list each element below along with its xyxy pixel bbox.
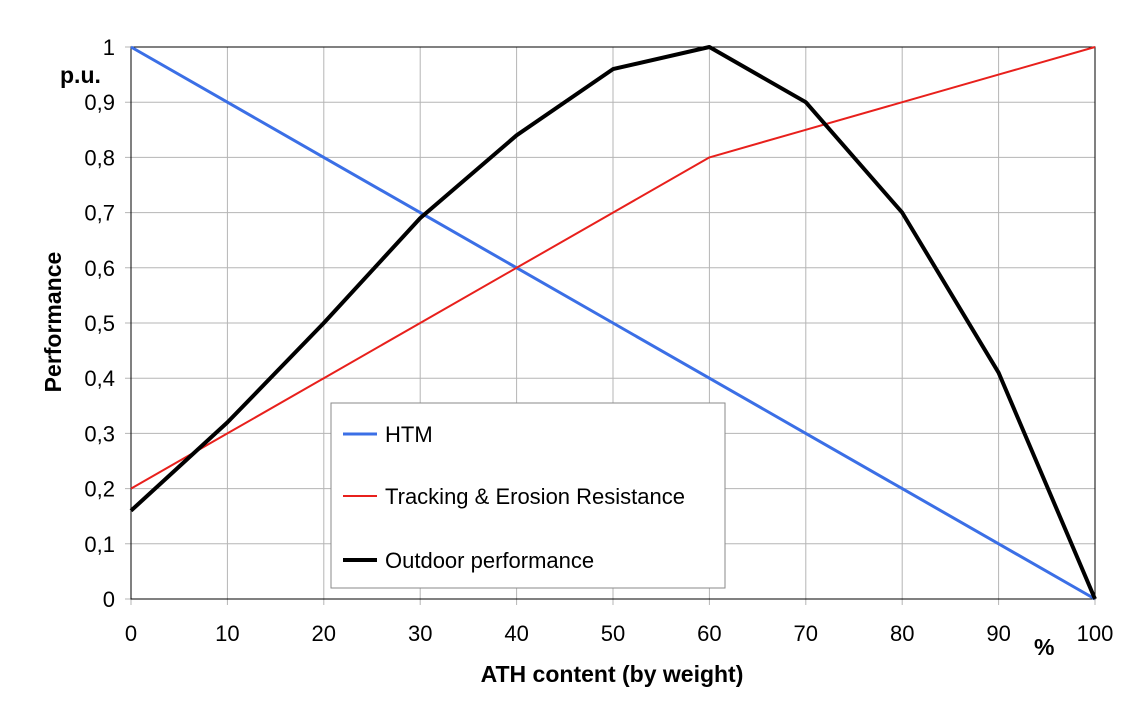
y-tick-label: 0,7 <box>84 201 115 226</box>
y-tick-label: 0,9 <box>84 90 115 115</box>
y-tick-label: 1 <box>103 35 115 60</box>
x-tick-label: 0 <box>125 621 137 646</box>
x-tick-label: 100 <box>1077 621 1114 646</box>
y-tick-label: 0,8 <box>84 145 115 170</box>
plot-frame <box>130 46 1096 600</box>
legend-label-outdoor: Outdoor performance <box>385 548 594 573</box>
x-tick-label: 60 <box>697 621 721 646</box>
legend-box <box>330 402 726 589</box>
x-tick-label: 40 <box>504 621 528 646</box>
y-tick-label: 0,2 <box>84 477 115 502</box>
x-tick-label: 20 <box>312 621 336 646</box>
y-axis-title: Performance <box>40 252 66 393</box>
y-tick-label: 0 <box>103 587 115 612</box>
x-tick-label: 10 <box>215 621 239 646</box>
legend-label-tracking: Tracking & Erosion Resistance <box>385 484 685 509</box>
y-unit-label: p.u. <box>60 62 101 88</box>
y-tick-label: 0,3 <box>84 421 115 446</box>
y-tick-label: 0,4 <box>84 366 115 391</box>
y-tick-label: 0,5 <box>84 311 115 336</box>
legend: HTM Tracking & Erosion Resistance Outdoo… <box>330 402 726 589</box>
series-lines <box>129 45 1097 601</box>
series-line-htm <box>130 45 1096 601</box>
x-tick-label: 80 <box>890 621 914 646</box>
y-tick-label: 0,6 <box>84 256 115 281</box>
series-line-tracking-erosion-resistance <box>130 46 1096 490</box>
x-tick-label: 90 <box>986 621 1010 646</box>
y-tick-label: 0,1 <box>84 532 115 557</box>
x-tick-label: 30 <box>408 621 432 646</box>
legend-label-htm: HTM <box>385 422 433 447</box>
tick-labels: 0 10 20 30 40 50 60 70 80 90 100 0 0,1 0,2 0,3 0,4 0,5 0,… <box>84 35 1113 646</box>
x-unit-label: % <box>1034 634 1054 660</box>
x-axis-title: ATH content (by weight) <box>481 661 744 687</box>
series-line-outdoor-performance <box>129 45 1097 600</box>
x-tick-label: 50 <box>601 621 625 646</box>
x-tick-label: 70 <box>794 621 818 646</box>
